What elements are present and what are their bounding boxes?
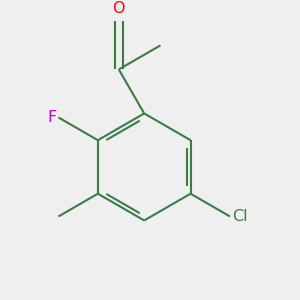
Text: Cl: Cl	[232, 209, 248, 224]
Text: O: O	[112, 1, 125, 16]
Text: F: F	[47, 110, 56, 125]
